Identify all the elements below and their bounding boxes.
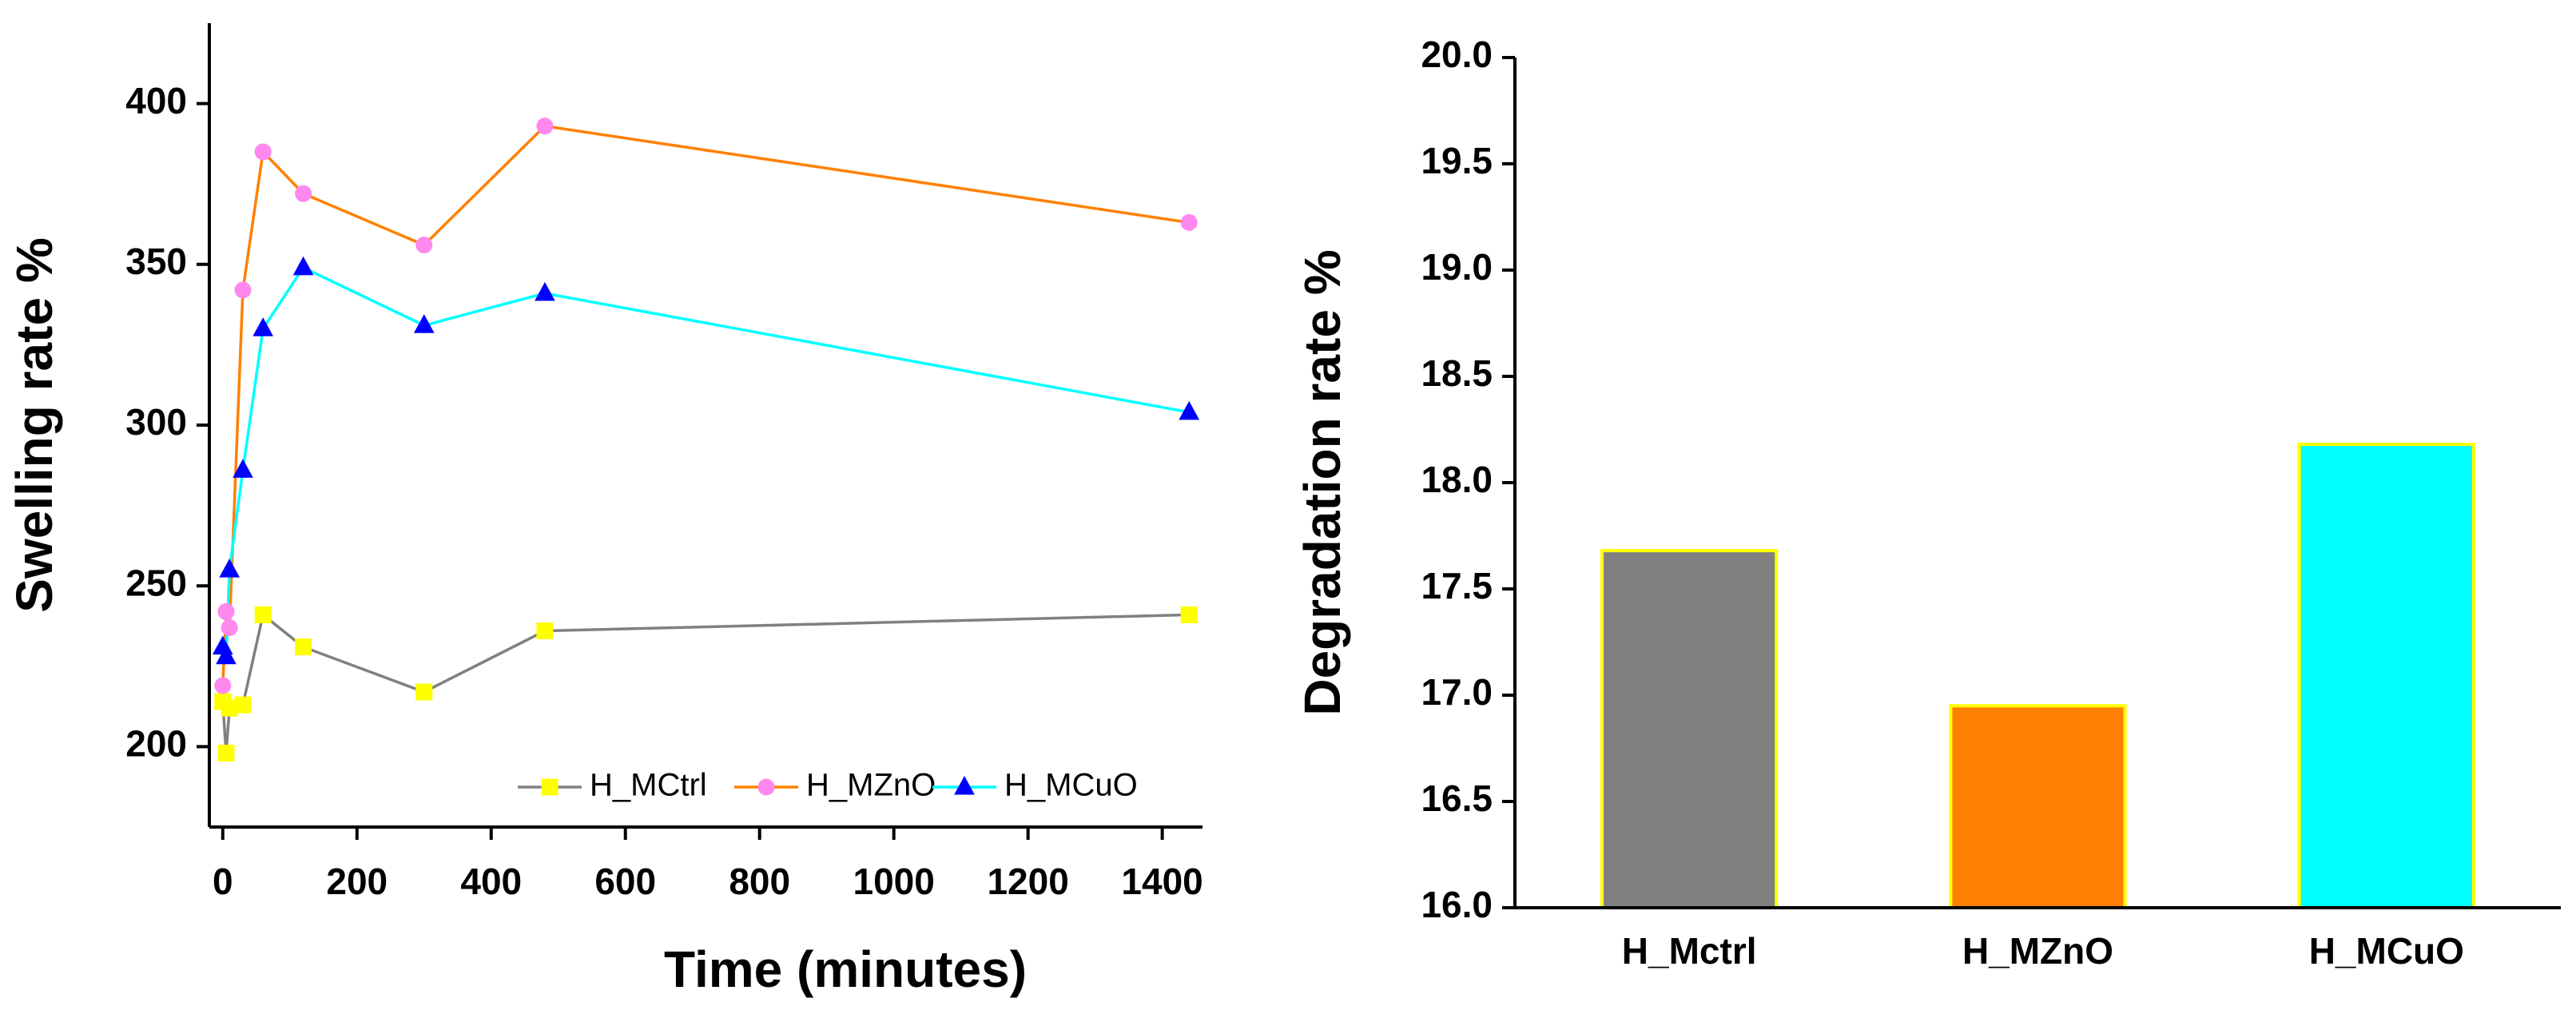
y-tick-label: 18.0 bbox=[1421, 459, 1493, 500]
y-tick-label: 350 bbox=[125, 241, 187, 282]
y-tick-label: 17.5 bbox=[1421, 565, 1493, 606]
marker bbox=[217, 602, 235, 620]
bar bbox=[1600, 549, 1779, 909]
marker bbox=[292, 256, 314, 276]
marker bbox=[234, 696, 252, 714]
marker bbox=[212, 635, 233, 655]
legend-label: H_MCtrl bbox=[590, 768, 707, 803]
marker bbox=[536, 622, 554, 640]
bar bbox=[1949, 704, 2127, 909]
marker bbox=[413, 314, 435, 333]
y-tick-label: 16.5 bbox=[1421, 777, 1493, 819]
x-tick-label: 1400 bbox=[1121, 861, 1203, 902]
marker bbox=[254, 143, 272, 161]
y-axis-title: Degradation rate % bbox=[1294, 249, 1351, 715]
marker bbox=[252, 317, 274, 336]
marker bbox=[535, 281, 555, 301]
marker bbox=[1180, 213, 1198, 231]
marker bbox=[214, 677, 232, 694]
x-tick-label: 1000 bbox=[853, 861, 934, 902]
y-tick-label: 400 bbox=[125, 80, 187, 121]
legend-marker bbox=[757, 778, 775, 796]
x-tick-label: H_MZnO bbox=[1962, 930, 2113, 972]
marker bbox=[234, 281, 252, 299]
legend-label: H_MCuO bbox=[1004, 768, 1138, 803]
marker bbox=[295, 185, 312, 202]
x-tick-label: H_MCuO bbox=[2309, 930, 2464, 972]
marker bbox=[233, 459, 253, 478]
marker bbox=[295, 638, 312, 656]
series-line bbox=[221, 265, 1190, 658]
x-tick-label: 1200 bbox=[987, 861, 1068, 902]
x-tick-label: 200 bbox=[326, 861, 388, 902]
marker bbox=[536, 117, 554, 135]
x-tick-label: 0 bbox=[213, 861, 233, 902]
marker bbox=[217, 744, 235, 762]
x-tick-label: H_Mctrl bbox=[1622, 930, 1757, 972]
y-tick-label: 17.0 bbox=[1421, 671, 1493, 713]
x-axis-title: Time (minutes) bbox=[664, 940, 1027, 998]
x-tick-label: 400 bbox=[460, 861, 522, 902]
y-tick-label: 19.5 bbox=[1421, 140, 1493, 181]
marker bbox=[1180, 606, 1198, 623]
legend-marker bbox=[541, 778, 559, 796]
marker bbox=[216, 645, 237, 665]
y-tick-label: 18.5 bbox=[1421, 352, 1493, 394]
legend-label: H_MZnO bbox=[806, 768, 936, 803]
marker bbox=[221, 619, 238, 637]
marker bbox=[254, 606, 272, 623]
marker bbox=[415, 683, 433, 701]
y-axis-title: Swelling rate % bbox=[6, 237, 63, 612]
bar bbox=[2297, 443, 2475, 909]
series-line bbox=[221, 612, 1190, 754]
series-line bbox=[221, 124, 1190, 686]
y-tick-label: 300 bbox=[125, 401, 187, 443]
x-tick-label: 800 bbox=[729, 861, 790, 902]
x-tick-label: 600 bbox=[594, 861, 656, 902]
y-tick-label: 20.0 bbox=[1421, 34, 1493, 75]
marker bbox=[1179, 400, 1200, 420]
y-tick-label: 19.0 bbox=[1421, 246, 1493, 288]
y-tick-label: 200 bbox=[125, 723, 187, 765]
marker bbox=[219, 559, 241, 578]
y-tick-label: 16.0 bbox=[1421, 884, 1493, 925]
marker bbox=[415, 237, 433, 254]
legend-marker bbox=[954, 775, 975, 795]
y-tick-label: 250 bbox=[125, 562, 187, 603]
